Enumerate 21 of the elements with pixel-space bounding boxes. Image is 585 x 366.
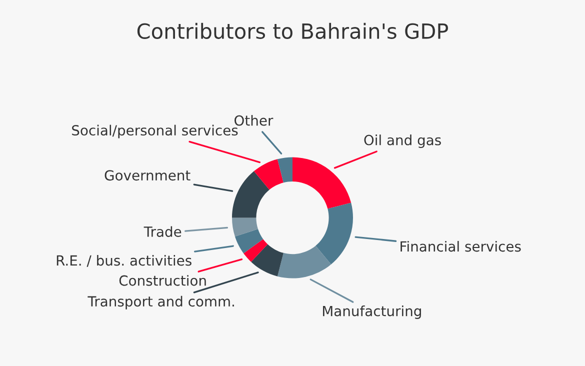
slice-label: Trade [144,226,182,237]
slice-label: Financial services [400,240,521,252]
slice-label: R.E. / bus. activities [56,254,192,267]
donut-slice [251,244,284,276]
chart-title: Contributors to Bahrain's GDP [137,22,448,39]
slice-label: Social/personal services [72,124,238,138]
slice-label: Oil and gas [364,134,441,148]
donut-slice [277,157,292,183]
donut-slice [244,239,268,262]
donut-slice [232,171,270,218]
donut-slice [292,157,352,209]
slice-label: Other [234,115,274,126]
slice-label: Construction [119,275,206,286]
slice-label: Manufacturing [323,306,421,319]
donut-slice [232,218,258,236]
slice-label: Transport and comm. [88,296,234,310]
donut-slice [277,246,332,278]
donut-slice [316,202,353,264]
donut-slice [254,159,284,190]
slice-label: Government [104,170,190,181]
donut-slice [234,228,264,254]
